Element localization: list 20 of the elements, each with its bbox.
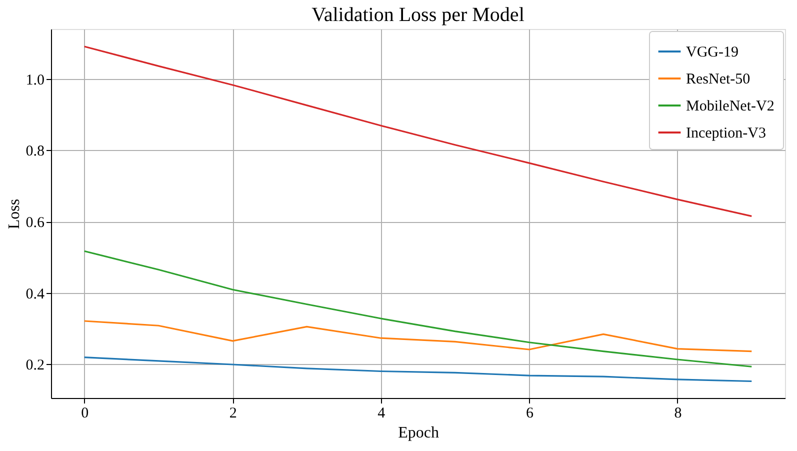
y-tick-label: 1.0 [26,72,44,88]
x-tick-label: 2 [229,406,237,422]
y-tick-label: 0.6 [26,215,45,232]
y-tick-label: 0.4 [26,286,45,302]
legend-label: Inception-V3 [686,126,766,142]
x-tick-label: 8 [674,406,682,422]
legend-label: VGG-19 [686,44,738,60]
y-tick-label: 0.2 [26,358,44,374]
y-tick-label: 0.8 [26,144,44,160]
line-series [84,356,752,382]
line-series [84,250,752,368]
x-tick-label: 4 [378,406,386,422]
chart-title: Validation Loss per Model [312,4,525,26]
line-series [84,320,752,352]
legend-label: MobileNet-V2 [686,98,774,114]
x-axis-title: Epoch [398,424,439,442]
x-tick-label: 6 [526,406,534,422]
legend-label: ResNet-50 [686,72,750,88]
y-axis-title: Loss [6,198,23,230]
x-tick-label: 0 [81,406,89,422]
